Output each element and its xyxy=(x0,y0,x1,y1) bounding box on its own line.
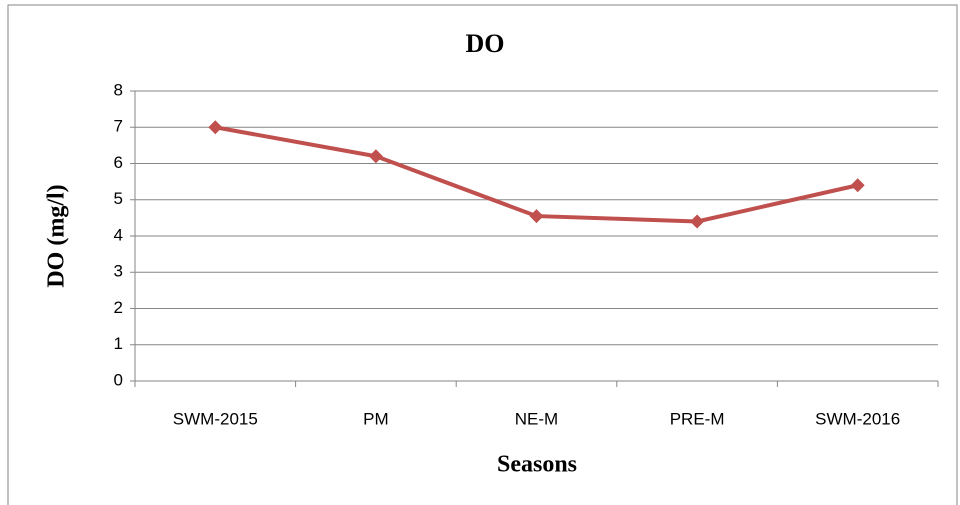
x-tick-label: SWM-2015 xyxy=(173,409,258,428)
data-point xyxy=(208,120,223,135)
x-tick-label: SWM-2016 xyxy=(815,409,900,428)
y-tick-label: 0 xyxy=(114,370,123,389)
y-axis-label: DO (mg/l) xyxy=(44,184,70,287)
data-point xyxy=(368,149,383,164)
y-tick-label: 3 xyxy=(114,262,123,281)
y-tick-label: 7 xyxy=(114,117,123,136)
y-tick-label: 4 xyxy=(114,225,123,244)
x-tick-label: PM xyxy=(363,409,389,428)
data-point xyxy=(850,178,865,193)
y-tick-label: 8 xyxy=(114,80,123,99)
y-tick-label: 6 xyxy=(114,153,123,172)
data-line xyxy=(214,125,859,224)
chart-frame xyxy=(7,4,958,505)
data-point xyxy=(690,214,705,229)
y-tick-label: 1 xyxy=(114,334,123,353)
data-point xyxy=(529,209,544,224)
y-tick-label: 2 xyxy=(114,298,123,317)
x-tick-label: NE-M xyxy=(515,409,558,428)
x-tick-label: PRE-M xyxy=(670,409,725,428)
x-axis-label: Seasons xyxy=(497,452,577,478)
y-tick-label: 5 xyxy=(114,189,123,208)
chart-title: DO xyxy=(466,29,505,58)
